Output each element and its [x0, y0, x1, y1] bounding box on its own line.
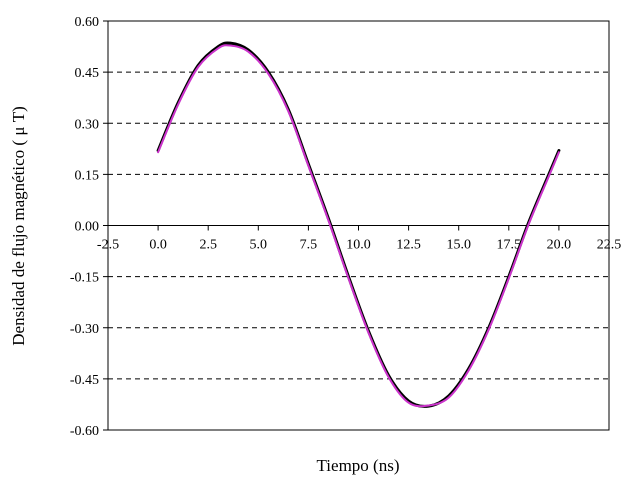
series-group — [156, 41, 561, 408]
y-tick-label: 0.30 — [75, 117, 100, 132]
y-tick-label: -0.30 — [70, 322, 99, 337]
x-tick-label: 20.0 — [547, 238, 572, 253]
gridlines — [108, 71, 609, 380]
x-tick-label: 2.5 — [199, 238, 217, 253]
x-tick-label: 5.0 — [250, 238, 268, 253]
y-tick-label: 0.15 — [75, 168, 100, 183]
x-tick-labels: -2.5 0.0 2.5 5.0 7.5 10.0 12.5 15.0 17.5 20.0 22.5 — [97, 238, 621, 253]
x-tick-label: 12.5 — [396, 238, 421, 253]
y-tick-label: 0.45 — [75, 66, 100, 81]
y-tick-label: 0.60 — [75, 15, 100, 30]
y-axis-title: Densidad de flujo magnético ( μ T) — [9, 106, 28, 346]
x-axis-title: Tiempo (ns) — [317, 456, 400, 475]
y-tick-labels: 0.60 0.45 0.30 0.15 0.00 -0.15 -0.30 -0.45 -0.60 — [70, 15, 99, 439]
x-tick-label: 0.0 — [149, 238, 167, 253]
x-tick-label: 10.0 — [346, 238, 371, 253]
axes — [103, 20, 610, 431]
x-tick-label: 15.0 — [446, 238, 471, 253]
series-line — [157, 44, 560, 408]
x-tick-label: 22.5 — [597, 238, 622, 253]
y-tick-label: -0.60 — [70, 424, 99, 439]
x-tick-label: 7.5 — [300, 238, 318, 253]
x-tick-label: -2.5 — [97, 238, 119, 253]
x-tick-label: 17.5 — [497, 238, 522, 253]
y-tick-label: -0.45 — [70, 373, 99, 388]
y-tick-label: -0.15 — [70, 271, 99, 286]
y-tick-label: 0.00 — [75, 220, 100, 235]
